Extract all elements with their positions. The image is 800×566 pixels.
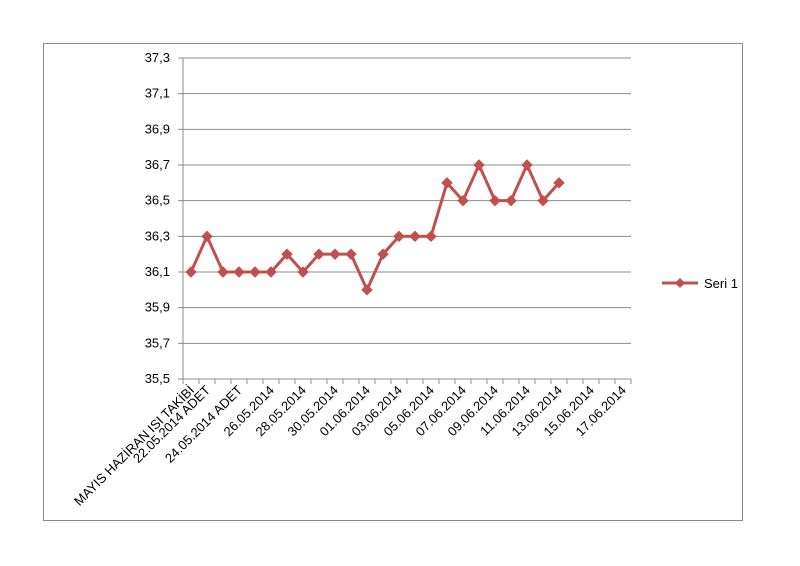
- data-point: [425, 230, 437, 243]
- y-tick-label: 35,5: [145, 371, 170, 386]
- y-tick-label: 35,7: [145, 335, 170, 350]
- data-point: [297, 266, 309, 278]
- y-tick-label: 36,3: [145, 228, 170, 243]
- data-point: [313, 248, 325, 260]
- data-point: [185, 266, 197, 278]
- data-point: [217, 266, 229, 278]
- y-tick-label: 36,5: [145, 193, 170, 208]
- data-point: [345, 248, 357, 260]
- data-point: [553, 177, 565, 189]
- data-point: [281, 248, 293, 260]
- data-point: [457, 194, 469, 207]
- data-point: [329, 248, 341, 260]
- data-point: [521, 159, 533, 171]
- y-tick-label: 37,3: [145, 50, 170, 65]
- legend-marker: [675, 278, 685, 288]
- chart-frame: [43, 43, 743, 521]
- y-tick-label: 35,9: [145, 300, 170, 315]
- data-point: [537, 194, 549, 207]
- series-line: [189, 163, 561, 292]
- data-point: [489, 194, 501, 207]
- data-point: [441, 177, 453, 189]
- data-point: [265, 266, 277, 278]
- data-point: [393, 230, 405, 243]
- y-tick-label: 36,7: [145, 157, 170, 172]
- y-tick-label: 36,9: [145, 121, 170, 136]
- data-point: [233, 266, 245, 278]
- data-point: [505, 194, 517, 207]
- data-point: [377, 248, 389, 260]
- legend-label: Seri 1: [704, 276, 738, 291]
- data-point: [409, 230, 421, 243]
- y-tick-label: 36,1: [145, 264, 170, 279]
- y-tick-label: 37,1: [145, 86, 170, 101]
- data-point: [361, 284, 373, 296]
- data-point: [249, 266, 261, 278]
- data-point: [473, 159, 485, 171]
- data-point: [201, 230, 213, 243]
